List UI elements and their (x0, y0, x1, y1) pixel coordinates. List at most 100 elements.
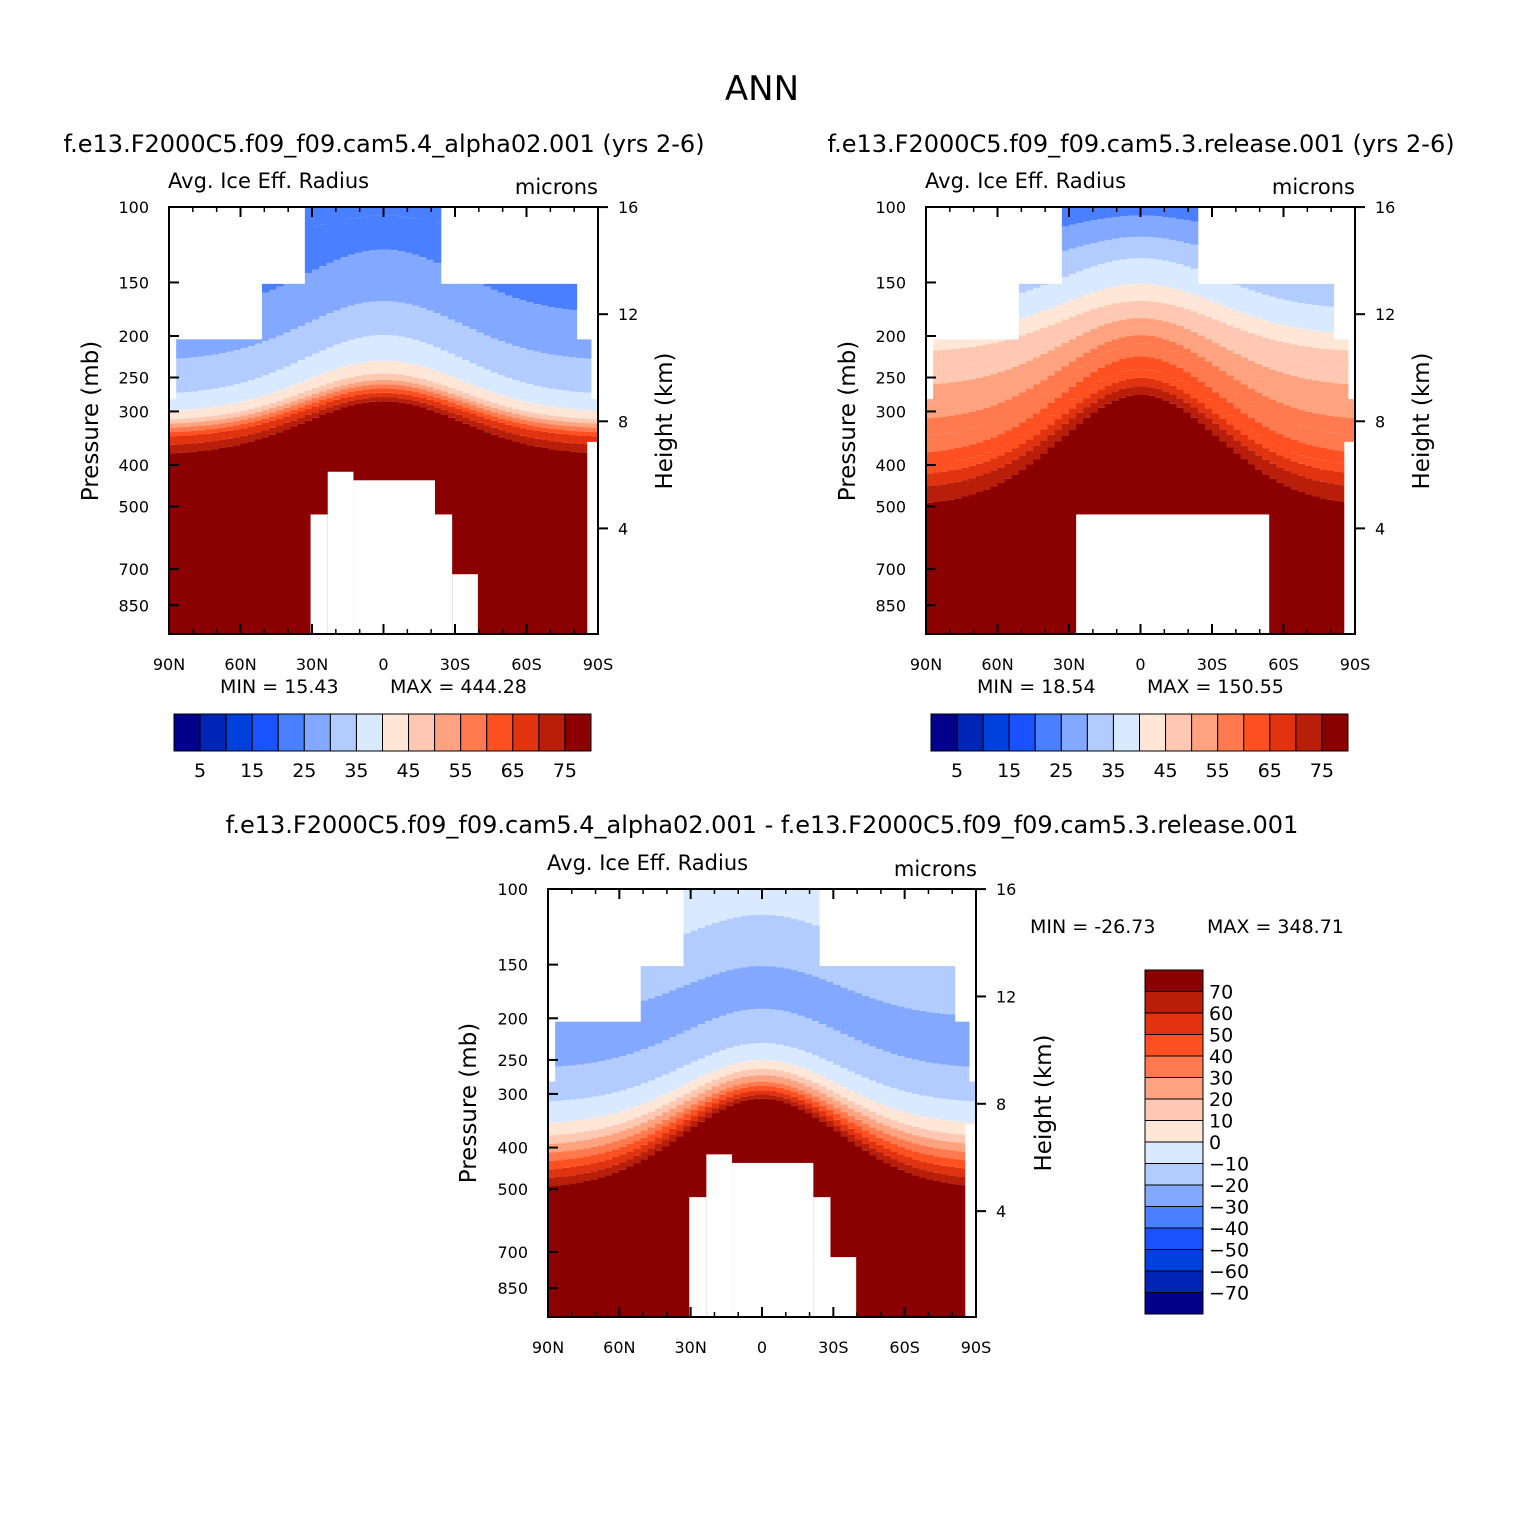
contour-cell (740, 967, 749, 1011)
contour-cell (712, 1018, 720, 1053)
contour-cell (433, 313, 442, 348)
y-tick-label: 150 (497, 956, 528, 975)
contour-cell (576, 435, 585, 444)
contour-cell (319, 391, 327, 396)
contour-cell (947, 1175, 956, 1184)
contour-cell (297, 398, 306, 403)
y-axis-label: Pressure (mb) (78, 341, 104, 501)
contour-cell (847, 1037, 856, 1072)
contour-cell (276, 335, 284, 370)
contour-cell (704, 1101, 713, 1107)
contour-cell (1347, 418, 1356, 435)
contour-cell (933, 966, 941, 1014)
contour-cell (319, 404, 327, 410)
contour-cell (412, 396, 420, 401)
contour-cell (1061, 354, 1070, 367)
contour-cell (419, 219, 427, 258)
contour-cell (1026, 333, 1034, 347)
contour-cell (947, 399, 956, 416)
contour-cell (897, 1139, 906, 1147)
contour-cell (590, 419, 599, 424)
contour-cell (1090, 266, 1099, 293)
contour-cell (562, 1151, 570, 1160)
contour-cell (861, 1150, 870, 1317)
colorbar-swatch (538, 713, 566, 752)
contour-cell (1247, 283, 1256, 291)
contour-cell (1304, 427, 1313, 445)
colorbar-swatch (408, 713, 436, 752)
contour-cell (811, 1073, 820, 1083)
contour-cell (169, 419, 177, 424)
contour-cell (1033, 357, 1041, 372)
contour-cell (183, 339, 192, 359)
contour-cell (1069, 316, 1077, 329)
contour-cell (790, 1096, 799, 1102)
contour-cell (404, 217, 413, 253)
y-tick-label: 200 (118, 327, 149, 346)
contour-cell (319, 224, 327, 267)
contour-cell (876, 1122, 884, 1131)
contour-cell (290, 413, 299, 421)
contour-cell (1190, 244, 1199, 269)
contour-cell (562, 425, 570, 431)
contour-cell (662, 1112, 670, 1120)
contour-cell (940, 1165, 949, 1175)
contour-cell (1312, 467, 1320, 481)
contour-cell (640, 1000, 649, 1050)
contour-cell (590, 1138, 599, 1147)
contour-cell (340, 397, 349, 403)
contour-cell (1333, 484, 1342, 501)
contour-cell (569, 1158, 578, 1167)
contour-cell (769, 915, 777, 967)
contour-cell (783, 1072, 792, 1079)
contour-cell (1126, 301, 1134, 311)
contour-cell (440, 409, 449, 415)
contour-cell (1090, 372, 1099, 385)
contour-cell (1226, 434, 1235, 448)
contour-cell (861, 1137, 870, 1144)
contour-cell (1154, 237, 1163, 260)
contour-cell (169, 399, 177, 411)
contour-cell (576, 418, 585, 423)
contour-cell (548, 1177, 556, 1187)
contour-cell (1061, 413, 1070, 424)
contour-cell (626, 1021, 635, 1055)
contour-cell (947, 483, 956, 500)
contour-cell (1076, 324, 1084, 336)
contour-cell (426, 399, 435, 405)
contour-cell (1040, 340, 1049, 355)
contour-cell (840, 1112, 849, 1119)
contour-cell (512, 418, 520, 423)
contour-cell (1083, 398, 1092, 408)
contour-cell (1204, 372, 1213, 387)
contour-cell (726, 1096, 735, 1102)
contour-cell (226, 418, 234, 423)
contour-cell (833, 1125, 842, 1132)
contour-cell (1026, 439, 1034, 451)
contour-cell (804, 889, 813, 923)
colorbar-swatch (512, 713, 540, 752)
contour-cell (719, 1067, 727, 1077)
contour-cell (690, 1120, 699, 1127)
contour-cell (190, 426, 199, 431)
contour-cell (976, 463, 984, 477)
contour-cell (190, 339, 199, 358)
contour-cell (555, 1100, 563, 1123)
contour-cell (740, 1096, 749, 1101)
contour-cell (590, 1146, 599, 1155)
contour-cell (1226, 325, 1235, 338)
contour-cell (426, 368, 435, 382)
colorbar-swatch (1144, 1120, 1204, 1143)
contour-cell (512, 426, 520, 435)
contour-cell (1097, 345, 1106, 355)
contour-cell (1018, 443, 1027, 456)
contour-cell (1290, 473, 1299, 490)
contour-cell (847, 966, 856, 991)
contour-cell (347, 207, 356, 219)
contour-cell (233, 402, 242, 413)
contour-cell (1326, 432, 1335, 450)
contour-cell (547, 432, 556, 442)
contour-cell (1219, 410, 1227, 419)
contour-cell (219, 414, 227, 420)
contour-cell (1040, 327, 1049, 341)
